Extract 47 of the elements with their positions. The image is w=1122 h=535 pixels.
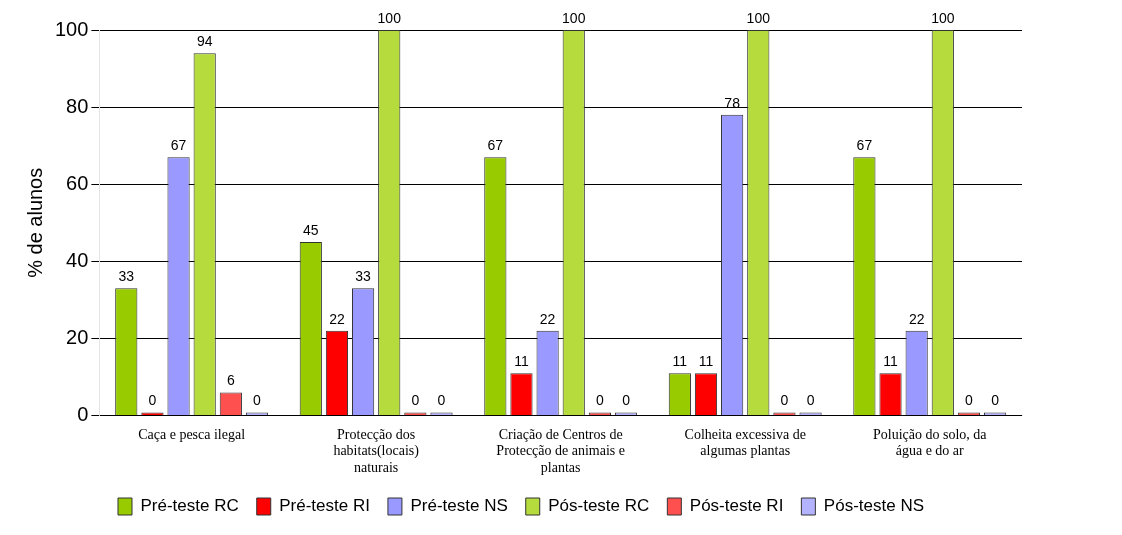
data-label: 0 bbox=[437, 392, 446, 409]
data-label: 94 bbox=[196, 33, 213, 49]
data-label: 6 bbox=[226, 372, 235, 389]
data-label: 0 bbox=[411, 392, 420, 409]
data-label: 67 bbox=[856, 137, 873, 154]
data-label: 100 bbox=[377, 9, 402, 26]
data-label: 11 bbox=[698, 353, 714, 370]
y-tick-label: 80 bbox=[66, 94, 89, 117]
legend-label: Pré-teste RC bbox=[140, 496, 239, 516]
x-tick-label: Colheita excessiva de algumas plantas bbox=[684, 426, 806, 459]
data-label: 0 bbox=[622, 392, 631, 409]
data-label: 33 bbox=[355, 268, 372, 285]
data-label: 67 bbox=[170, 137, 187, 154]
legend-label: Pós-teste RI bbox=[689, 496, 784, 516]
x-tick-label: Criação de Centros de Protecção de animais e plantas bbox=[496, 426, 626, 476]
data-label: 22 bbox=[539, 310, 556, 327]
data-label: 11 bbox=[883, 353, 898, 370]
data-label: 22 bbox=[908, 310, 925, 327]
data-label: 100 bbox=[562, 9, 586, 26]
x-tick-label: Poluição do solo, da água e do ar bbox=[872, 426, 988, 459]
legend-label: Pré-teste NS bbox=[410, 496, 508, 516]
data-label: 100 bbox=[746, 9, 771, 26]
y-tick-label: 60 bbox=[66, 171, 89, 194]
data-label: 0 bbox=[806, 392, 815, 409]
data-label: 0 bbox=[596, 392, 604, 409]
y-tick-label: 40 bbox=[66, 248, 89, 271]
data-label: 45 bbox=[303, 221, 319, 238]
data-label: 67 bbox=[487, 137, 504, 154]
legend-label: Pós-teste RC bbox=[548, 496, 650, 516]
y-tick-label: 100 bbox=[54, 17, 89, 40]
data-label: 0 bbox=[991, 392, 1000, 409]
data-label: 0 bbox=[965, 392, 974, 409]
y-tick-label: 0 bbox=[77, 403, 89, 426]
legend-label: Pré-teste RI bbox=[279, 496, 370, 516]
data-label: 100 bbox=[931, 9, 955, 26]
data-label: 11 bbox=[514, 353, 529, 370]
data-label: 22 bbox=[329, 310, 345, 327]
data-label: 11 bbox=[672, 353, 688, 370]
legend-label: Pós-teste NS bbox=[823, 496, 925, 516]
data-label: 0 bbox=[148, 392, 157, 409]
data-label: 0 bbox=[253, 392, 262, 409]
x-tick-label: Caça e pesca ilegal bbox=[138, 426, 246, 442]
data-label: 33 bbox=[118, 268, 135, 285]
data-label: 0 bbox=[780, 392, 789, 409]
y-axis-title: % de alunos bbox=[23, 167, 46, 278]
x-tick-label: Protecção dos habitats(locais) naturais bbox=[333, 426, 420, 476]
y-tick-label: 20 bbox=[66, 326, 89, 348]
